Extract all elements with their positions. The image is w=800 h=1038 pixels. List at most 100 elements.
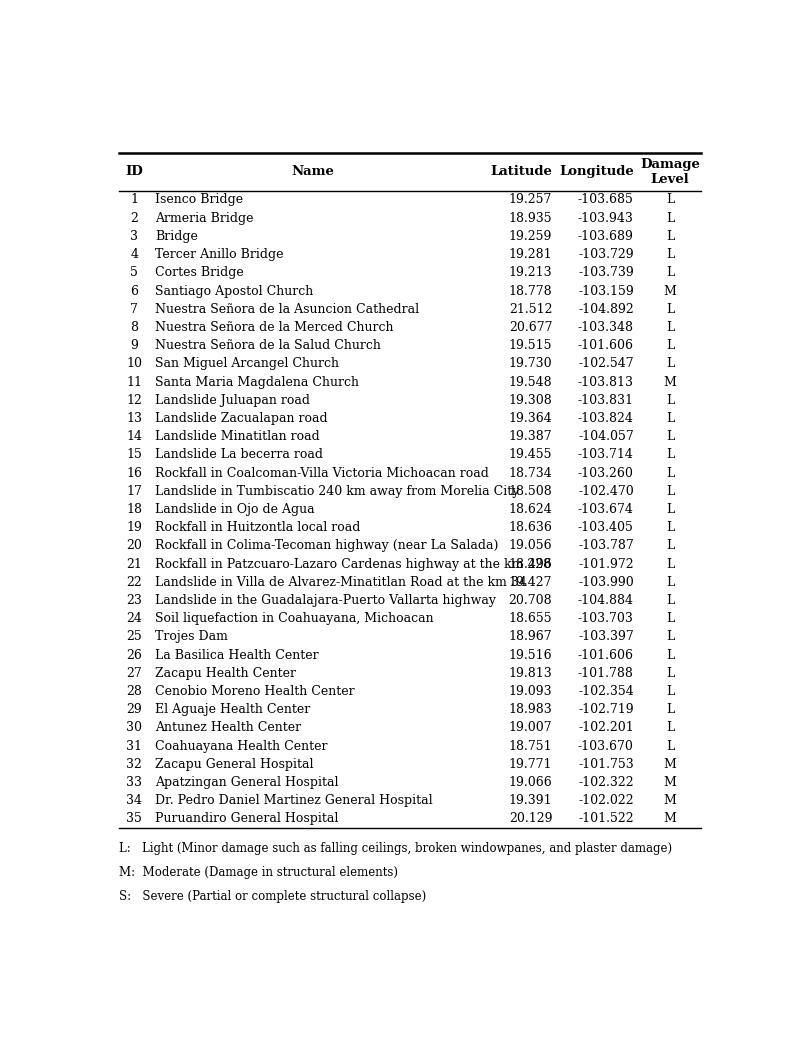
Text: 19.730: 19.730: [509, 357, 552, 371]
Text: L: L: [666, 594, 674, 607]
Text: 18: 18: [126, 502, 142, 516]
Text: -103.260: -103.260: [578, 466, 634, 480]
Text: L: L: [666, 666, 674, 680]
Text: L: L: [666, 630, 674, 644]
Text: Coahuayana Health Center: Coahuayana Health Center: [155, 739, 327, 753]
Text: L: L: [666, 485, 674, 497]
Text: L: L: [666, 521, 674, 535]
Text: 19.391: 19.391: [509, 794, 552, 808]
Text: L: L: [666, 502, 674, 516]
Text: L: L: [666, 448, 674, 461]
Text: -103.990: -103.990: [578, 576, 634, 589]
Text: M:  Moderate (Damage in structural elements): M: Moderate (Damage in structural elemen…: [118, 867, 398, 879]
Text: -101.972: -101.972: [578, 557, 634, 571]
Text: L: L: [666, 339, 674, 352]
Text: 5: 5: [130, 267, 138, 279]
Text: M: M: [664, 813, 677, 825]
Text: -102.354: -102.354: [578, 685, 634, 698]
Text: 15: 15: [126, 448, 142, 461]
Text: 2: 2: [130, 212, 138, 224]
Text: -103.787: -103.787: [578, 540, 634, 552]
Text: 18.734: 18.734: [509, 466, 552, 480]
Text: 20.129: 20.129: [509, 813, 552, 825]
Text: M: M: [664, 284, 677, 298]
Text: Nuestra Señora de la Asuncion Cathedral: Nuestra Señora de la Asuncion Cathedral: [155, 303, 419, 316]
Text: 18.508: 18.508: [509, 485, 552, 497]
Text: 18.935: 18.935: [509, 212, 552, 224]
Text: M: M: [664, 776, 677, 789]
Text: Landslide Minatitlan road: Landslide Minatitlan road: [155, 430, 320, 443]
Text: Armeria Bridge: Armeria Bridge: [155, 212, 254, 224]
Text: Damage
Level: Damage Level: [640, 158, 700, 186]
Text: Santa Maria Magdalena Church: Santa Maria Magdalena Church: [155, 376, 359, 388]
Text: 19.066: 19.066: [509, 776, 552, 789]
Text: L: L: [666, 721, 674, 734]
Text: Landslide in the Guadalajara-Puerto Vallarta highway: Landslide in the Guadalajara-Puerto Vall…: [155, 594, 496, 607]
Text: 19: 19: [126, 521, 142, 535]
Text: -102.022: -102.022: [578, 794, 634, 808]
Text: L: L: [666, 739, 674, 753]
Text: El Aguaje Health Center: El Aguaje Health Center: [155, 703, 310, 716]
Text: -102.201: -102.201: [578, 721, 634, 734]
Text: L: L: [666, 393, 674, 407]
Text: 31: 31: [126, 739, 142, 753]
Text: 19.257: 19.257: [509, 193, 552, 207]
Text: Landslide in Villa de Alvarez-Minatitlan Road at the km 34: Landslide in Villa de Alvarez-Minatitlan…: [155, 576, 526, 589]
Text: 16: 16: [126, 466, 142, 480]
Text: 19.364: 19.364: [509, 412, 552, 425]
Text: 9: 9: [130, 339, 138, 352]
Text: 26: 26: [126, 649, 142, 661]
Text: 19.387: 19.387: [509, 430, 552, 443]
Text: Rockfall in Huitzontla local road: Rockfall in Huitzontla local road: [155, 521, 360, 535]
Text: 19.007: 19.007: [509, 721, 552, 734]
Text: Cenobio Moreno Health Center: Cenobio Moreno Health Center: [155, 685, 354, 698]
Text: L: L: [666, 193, 674, 207]
Text: Soil liquefaction in Coahuayana, Michoacan: Soil liquefaction in Coahuayana, Michoac…: [155, 612, 434, 625]
Text: -101.606: -101.606: [578, 339, 634, 352]
Text: Landslide La becerra road: Landslide La becerra road: [155, 448, 323, 461]
Text: -103.670: -103.670: [578, 739, 634, 753]
Text: 12: 12: [126, 393, 142, 407]
Text: L: L: [666, 612, 674, 625]
Text: M: M: [664, 376, 677, 388]
Text: 19.281: 19.281: [509, 248, 552, 262]
Text: Name: Name: [291, 165, 334, 179]
Text: Puruandiro General Hospital: Puruandiro General Hospital: [155, 813, 338, 825]
Text: Trojes Dam: Trojes Dam: [155, 630, 228, 644]
Text: L: L: [666, 248, 674, 262]
Text: M: M: [664, 794, 677, 808]
Text: 6: 6: [130, 284, 138, 298]
Text: L: L: [666, 212, 674, 224]
Text: 19.771: 19.771: [509, 758, 552, 770]
Text: 18.624: 18.624: [509, 502, 552, 516]
Text: L: L: [666, 321, 674, 334]
Text: 19.516: 19.516: [509, 649, 552, 661]
Text: L: L: [666, 557, 674, 571]
Text: 13: 13: [126, 412, 142, 425]
Text: -104.057: -104.057: [578, 430, 634, 443]
Text: Bridge: Bridge: [155, 229, 198, 243]
Text: -104.892: -104.892: [578, 303, 634, 316]
Text: 28: 28: [126, 685, 142, 698]
Text: 19.259: 19.259: [509, 229, 552, 243]
Text: Isenco Bridge: Isenco Bridge: [155, 193, 243, 207]
Text: 18.778: 18.778: [509, 284, 552, 298]
Text: 18.655: 18.655: [509, 612, 552, 625]
Text: L: L: [666, 229, 674, 243]
Text: 30: 30: [126, 721, 142, 734]
Text: 19.455: 19.455: [509, 448, 552, 461]
Text: 18.496: 18.496: [509, 557, 552, 571]
Text: -103.685: -103.685: [578, 193, 634, 207]
Text: 34: 34: [126, 794, 142, 808]
Text: L: L: [666, 576, 674, 589]
Text: -101.788: -101.788: [578, 666, 634, 680]
Text: Zacapu Health Center: Zacapu Health Center: [155, 666, 296, 680]
Text: -103.348: -103.348: [578, 321, 634, 334]
Text: ID: ID: [126, 165, 143, 179]
Text: Longitude: Longitude: [559, 165, 634, 179]
Text: L: L: [666, 412, 674, 425]
Text: Landslide in Tumbiscatio 240 km away from Morelia City: Landslide in Tumbiscatio 240 km away fro…: [155, 485, 519, 497]
Text: -102.719: -102.719: [578, 703, 634, 716]
Text: Latitude: Latitude: [490, 165, 552, 179]
Text: -103.943: -103.943: [578, 212, 634, 224]
